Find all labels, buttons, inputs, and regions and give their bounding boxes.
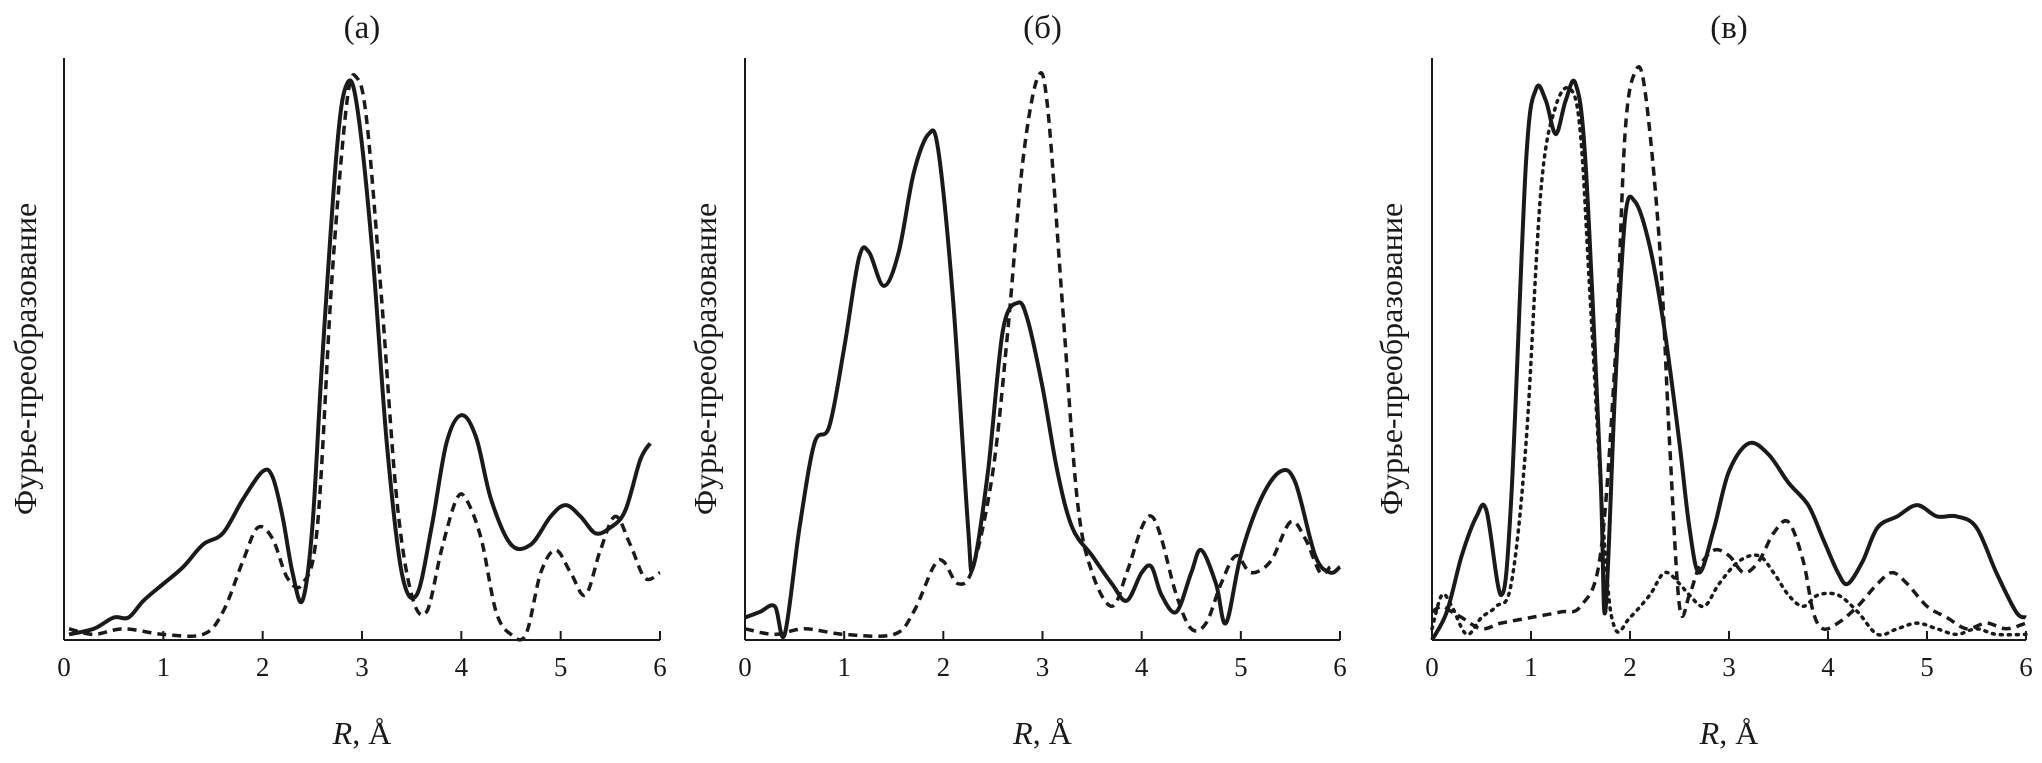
x-tick-label: 0 [1425,652,1439,682]
panel-title: (б) [1023,10,1062,46]
y-axis-label: Фурье-преобразование [1373,203,1409,515]
x-tick-label: 0 [738,652,752,682]
series-line-dashed [68,73,661,642]
x-tick-label: 3 [355,652,369,682]
series-line-dashed [744,71,1332,639]
x-tick-label: 4 [455,652,469,682]
x-tick-label: 2 [1623,652,1637,682]
x-axis-label: R, Å [1699,715,1759,751]
x-tick-label: 6 [2019,652,2033,682]
x-tick-label: 1 [157,652,171,682]
series-line-dashed [1431,65,2027,631]
chart-panel-3: 0 1 2 3 4 5 6 (в) R, Å Фурье-преобразование [1373,10,2033,751]
x-tick-label: 5 [1234,652,1248,682]
y-axis-label: Фурье-преобразование [7,203,43,515]
x-tick-label: 6 [653,652,667,682]
x-tick-label: 0 [57,652,71,682]
x-tick-label: 6 [1333,652,1347,682]
x-tick-label: 2 [256,652,270,682]
x-axis-label: R, Å [1012,715,1072,751]
x-tick-label: 1 [837,652,851,682]
x-tick-label: 3 [1722,652,1736,682]
y-axis-label: Фурье-преобразование [687,203,723,515]
x-tick-label: 4 [1821,652,1835,682]
x-tick-label: 4 [1135,652,1149,682]
x-tick-label: 2 [937,652,951,682]
panel-title: (в) [1710,10,1748,46]
series-line-solid [1430,78,2027,641]
series-line-solid [68,78,652,637]
series-line-dotted [1430,85,2028,637]
x-axis-label: R, Å [332,715,392,751]
series-line-solid [744,128,1342,640]
x-tick-label: 1 [1524,652,1538,682]
chart-panel-2: 0 1 2 3 4 5 6 (б) R, Å Фурье-преобразование [687,10,1347,751]
panel-title: (а) [344,10,381,46]
x-tick-label: 5 [1920,652,1934,682]
x-tick-label: 3 [1036,652,1050,682]
chart-panel-1: 0 1 2 3 4 5 6 (а) R, Å Фурье-преобразование [7,10,667,751]
x-tick-label: 5 [554,652,568,682]
